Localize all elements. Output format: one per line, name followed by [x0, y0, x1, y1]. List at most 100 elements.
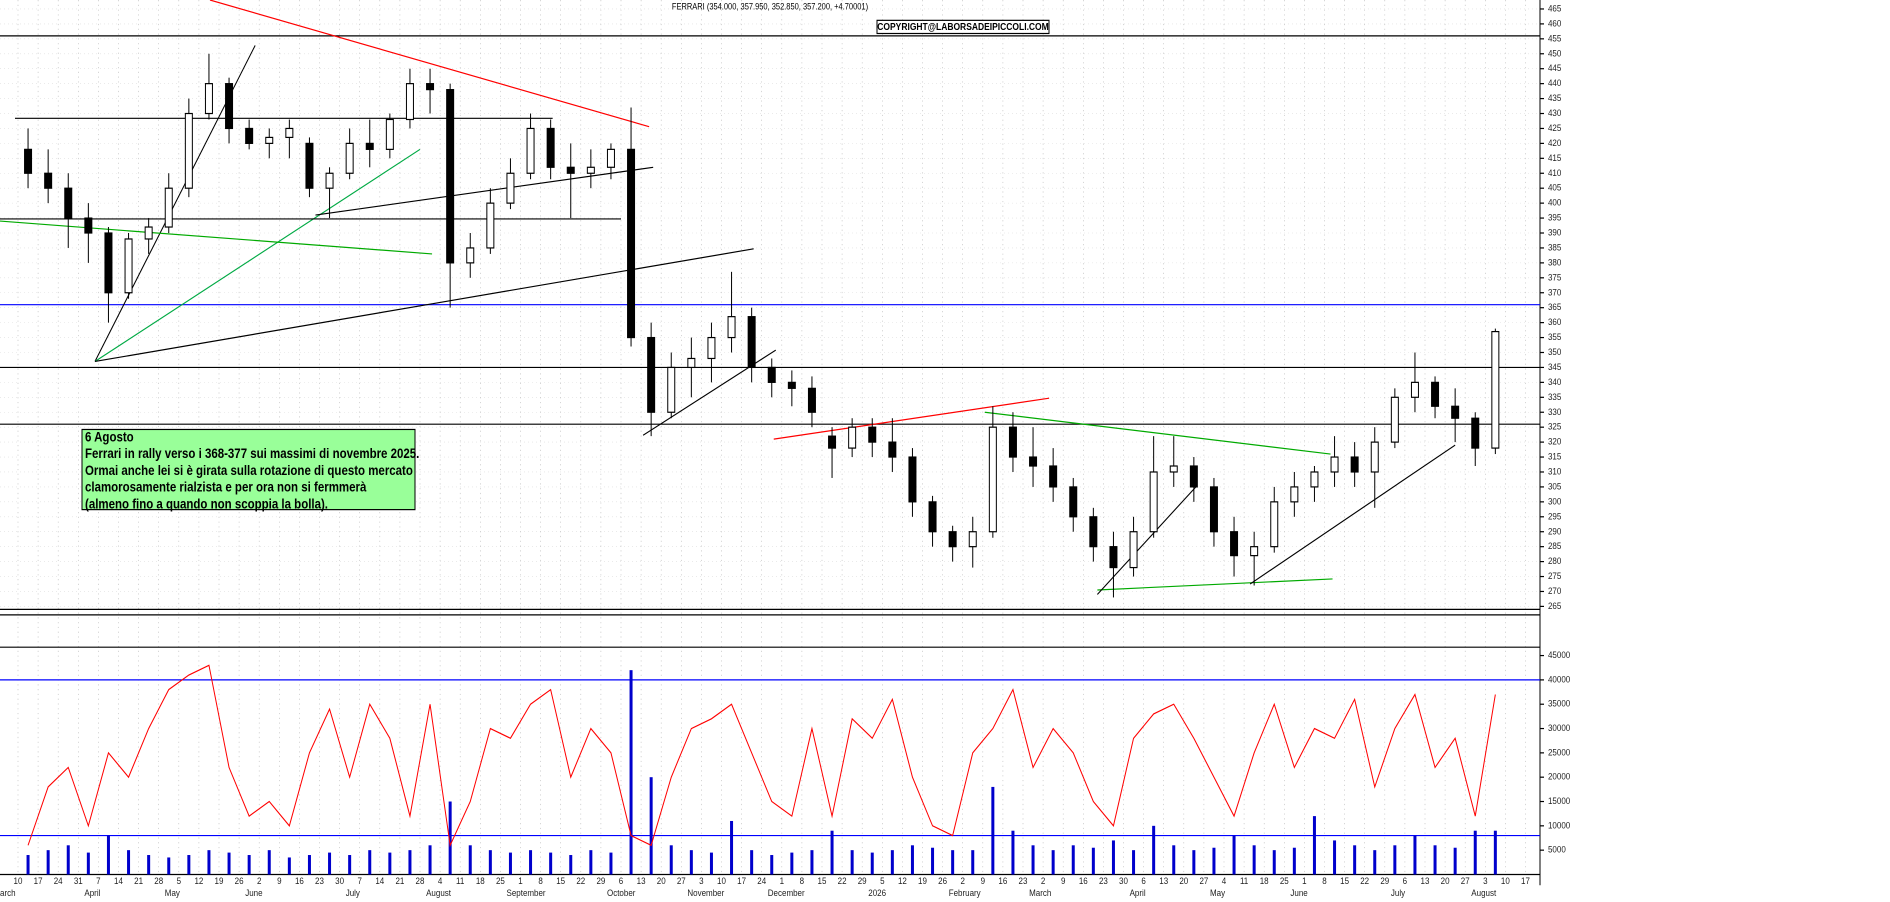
x-tick-label: 13: [1159, 876, 1168, 887]
volume-bar: [709, 852, 713, 875]
copyright-box: [876, 19, 1050, 35]
annotation-line: clamorosamente rialzista e per ora non s…: [85, 480, 367, 495]
volume-bar: [790, 852, 794, 875]
candle-body: [787, 381, 796, 389]
volume-bar: [1111, 840, 1115, 875]
volume-bar: [307, 855, 311, 875]
volume-bar: [1252, 845, 1256, 875]
candle-body: [466, 247, 475, 264]
volume-bar: [1011, 830, 1015, 875]
candle-body: [988, 426, 997, 533]
y-tick-label: 300: [1548, 496, 1561, 507]
volume-bar: [46, 850, 50, 875]
x-tick-label: 1: [1302, 876, 1307, 887]
month-label: September: [507, 887, 546, 898]
volume-bar: [750, 850, 754, 875]
volume-bar: [1413, 835, 1417, 875]
candle-body: [1370, 441, 1379, 473]
volume-bar: [649, 777, 653, 875]
y-tick-label: 280: [1548, 555, 1561, 566]
candle-body: [265, 136, 274, 144]
candle-body: [385, 118, 394, 150]
volume-bar: [328, 852, 332, 875]
volume-bar: [910, 845, 914, 875]
month-label: July: [346, 887, 361, 898]
x-tick-label: 6: [619, 876, 624, 887]
y-tick-label: 445: [1548, 63, 1561, 74]
chart-title: FERRARI (354.000, 357.950, 352.850, 357.…: [672, 2, 868, 12]
candle-body: [405, 83, 414, 121]
x-tick-label: 2: [1041, 876, 1046, 887]
candle-body: [888, 441, 897, 458]
volume-bar: [207, 850, 211, 875]
y-tick-label: 305: [1548, 481, 1561, 492]
trendline: [209, 0, 650, 128]
x-tick-label: 1: [518, 876, 523, 887]
volume-bar: [1192, 850, 1196, 875]
x-tick-label: 22: [838, 876, 847, 887]
candle-body: [446, 89, 455, 264]
candle-body: [1089, 516, 1098, 548]
month-label: 2026: [868, 887, 886, 898]
candle-body: [848, 426, 857, 449]
x-tick-label: 10: [717, 876, 726, 887]
candle-body: [104, 232, 113, 294]
trendline: [773, 397, 1050, 440]
volume-bar: [267, 850, 271, 875]
y-tick-label: 270: [1548, 585, 1561, 596]
x-tick-label: 5: [177, 876, 182, 887]
volume-bar: [227, 852, 231, 875]
x-tick-label: 21: [395, 876, 404, 887]
trendline: [94, 303, 433, 363]
x-tick-label: 27: [1461, 876, 1470, 887]
y-tick-label: 380: [1548, 257, 1561, 268]
volume-bar: [689, 850, 693, 875]
x-tick-label: 29: [858, 876, 867, 887]
volume-bar: [1212, 847, 1216, 875]
y-tick-label: 385: [1548, 242, 1561, 253]
volume-bar: [106, 835, 110, 875]
candle-body: [1431, 381, 1440, 407]
candle-body: [1129, 531, 1138, 569]
annotation-line: Ormai anche lei si è girata sulla rotazi…: [85, 463, 413, 478]
candle-body: [1390, 396, 1399, 443]
y-tick-label: 335: [1548, 391, 1561, 402]
month-label: April: [1130, 887, 1146, 898]
month-label: October: [607, 887, 635, 898]
candle-body: [1109, 546, 1118, 569]
y-tick-label: 15000: [1548, 795, 1570, 806]
candle-body: [1451, 405, 1460, 419]
trendline: [1249, 444, 1456, 585]
candle-body: [546, 127, 555, 168]
x-tick-label: 3: [1483, 876, 1488, 887]
x-tick-label: 20: [1441, 876, 1450, 887]
candle-body: [305, 142, 314, 189]
y-tick-label: 35000: [1548, 698, 1570, 709]
x-tick-label: 18: [476, 876, 485, 887]
x-tick-label: 18: [1260, 876, 1269, 887]
volume-bar: [529, 850, 533, 875]
trendline: [315, 166, 654, 216]
candle-body: [486, 202, 495, 249]
x-tick-label: 7: [357, 876, 362, 887]
x-tick-label: 6: [1403, 876, 1408, 887]
x-tick-label: 30: [1119, 876, 1128, 887]
candle-body: [1029, 456, 1038, 467]
volume-bar: [549, 852, 553, 875]
y-tick-label: 465: [1548, 3, 1561, 14]
volume-bar: [1373, 850, 1377, 875]
candle-body: [1250, 546, 1259, 557]
candle-body: [1069, 486, 1078, 518]
volume-bar: [408, 850, 412, 875]
month-label: November: [687, 887, 724, 898]
x-tick-label: 28: [154, 876, 163, 887]
candle-body: [687, 357, 696, 369]
x-tick-label: 13: [1421, 876, 1430, 887]
x-tick-label: 16: [1079, 876, 1088, 887]
x-tick-label: 7: [96, 876, 101, 887]
y-tick-label: 410: [1548, 167, 1561, 178]
x-tick-label: 17: [34, 876, 43, 887]
candle-body: [225, 83, 234, 130]
candle-body: [1410, 381, 1419, 398]
